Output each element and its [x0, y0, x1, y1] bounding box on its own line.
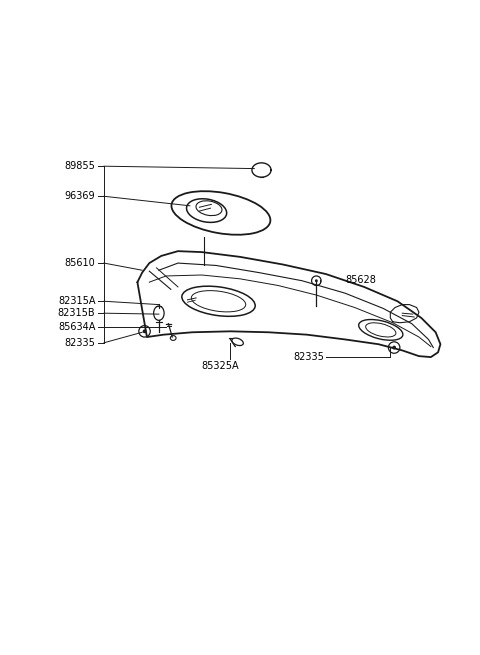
Text: 85610: 85610 [65, 258, 96, 268]
Ellipse shape [170, 335, 176, 341]
Text: 82335: 82335 [294, 352, 324, 362]
Circle shape [388, 342, 400, 353]
Text: 82315B: 82315B [58, 309, 96, 318]
Circle shape [139, 326, 150, 337]
Text: 96369: 96369 [65, 191, 96, 201]
Text: 85628: 85628 [345, 275, 376, 285]
Circle shape [392, 346, 396, 350]
Text: 85634A: 85634A [58, 322, 96, 331]
Text: 85325A: 85325A [201, 361, 239, 371]
Ellipse shape [154, 306, 164, 320]
Text: 82335: 82335 [64, 338, 96, 348]
Circle shape [315, 279, 318, 282]
Ellipse shape [232, 338, 243, 346]
Circle shape [143, 329, 146, 333]
Circle shape [312, 276, 321, 286]
Text: 89855: 89855 [64, 161, 96, 171]
Text: 82315A: 82315A [58, 296, 96, 307]
